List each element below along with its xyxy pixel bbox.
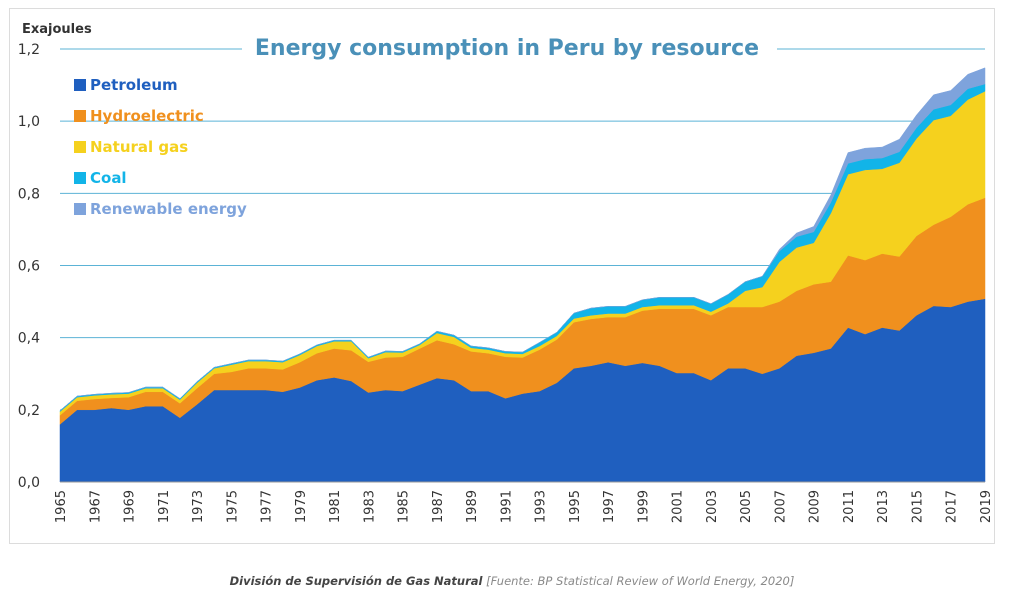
x-tick-label: 1981 [328,490,343,523]
chart-frame: 0,0 0,2 0,4 0,6 0,8 1,0 1,2 1965 1967 1969 1971 19… [9,8,995,544]
stacked-area-chart: 0,0 0,2 0,4 0,6 0,8 1,0 1,2 1965 1967 1969 1971 19… [18,22,994,523]
x-tick-label: 1977 [260,490,275,523]
legend-label: Natural gas [90,138,188,156]
x-tick-label: 1993 [534,490,549,523]
legend-label: Petroleum [90,76,178,94]
x-tick-label: 1973 [191,490,206,523]
y-tick-label: 0,2 [18,403,40,419]
y-axis-label: Exajoules [22,22,92,37]
y-tick-label: 0,4 [18,331,40,347]
x-tick-label: 1971 [157,490,172,523]
x-tick-label: 2011 [842,490,857,523]
source-footer: División de Supervisión de Gas Natural [… [0,574,1024,588]
x-tick-label: 1987 [431,490,446,523]
x-tick-label: 1999 [636,490,651,523]
chart-title: Energy consumption in Peru by resource [255,36,759,61]
y-tick-label: 0,8 [18,186,40,202]
x-tick-label: 2015 [910,490,925,523]
y-tick-label: 0,0 [18,475,40,491]
y-tick-label: 0,6 [18,259,40,275]
x-tick-label: 2003 [705,490,720,523]
x-tick-label: 2013 [876,490,891,523]
y-tick-label: 1,2 [18,42,40,58]
legend-swatch [74,110,86,122]
x-tick-label: 1965 [54,490,69,523]
x-tick-label: 2017 [945,490,960,523]
x-tick-label: 1985 [397,490,412,523]
x-tick-label: 1991 [499,490,514,523]
legend-label: Coal [90,169,127,187]
x-tick-label: 2005 [739,490,754,523]
area-renewable-energy [59,67,986,411]
legend-label: Hydroelectric [90,107,204,125]
x-tick-label: 1995 [568,490,583,523]
y-tick-label: 1,0 [18,114,40,130]
x-tick-label: 1983 [362,490,377,523]
x-tick-label: 1989 [465,490,480,523]
x-tick-label: 2007 [773,490,788,523]
x-tick-label: 1997 [602,490,617,523]
x-tick-label: 1967 [88,490,103,523]
legend-swatch [74,172,86,184]
x-tick-label: 1975 [225,490,240,523]
footer-source: [Fuente: BP Statistical Review of World … [486,574,795,588]
legend-swatch [74,79,86,91]
legend: Petroleum Hydroelectric Natural gas Coal Ren… [74,76,247,218]
footer-organization: División de Supervisión de Gas Natural [229,574,483,588]
x-tick-label: 2009 [808,490,823,523]
legend-swatch [74,203,86,215]
x-tick-label: 2001 [671,490,686,523]
x-tick-label: 2019 [979,490,994,523]
legend-label: Renewable energy [90,200,247,218]
x-tick-label: 1979 [294,490,309,523]
legend-swatch [74,141,86,153]
x-tick-label: 1969 [123,490,138,523]
